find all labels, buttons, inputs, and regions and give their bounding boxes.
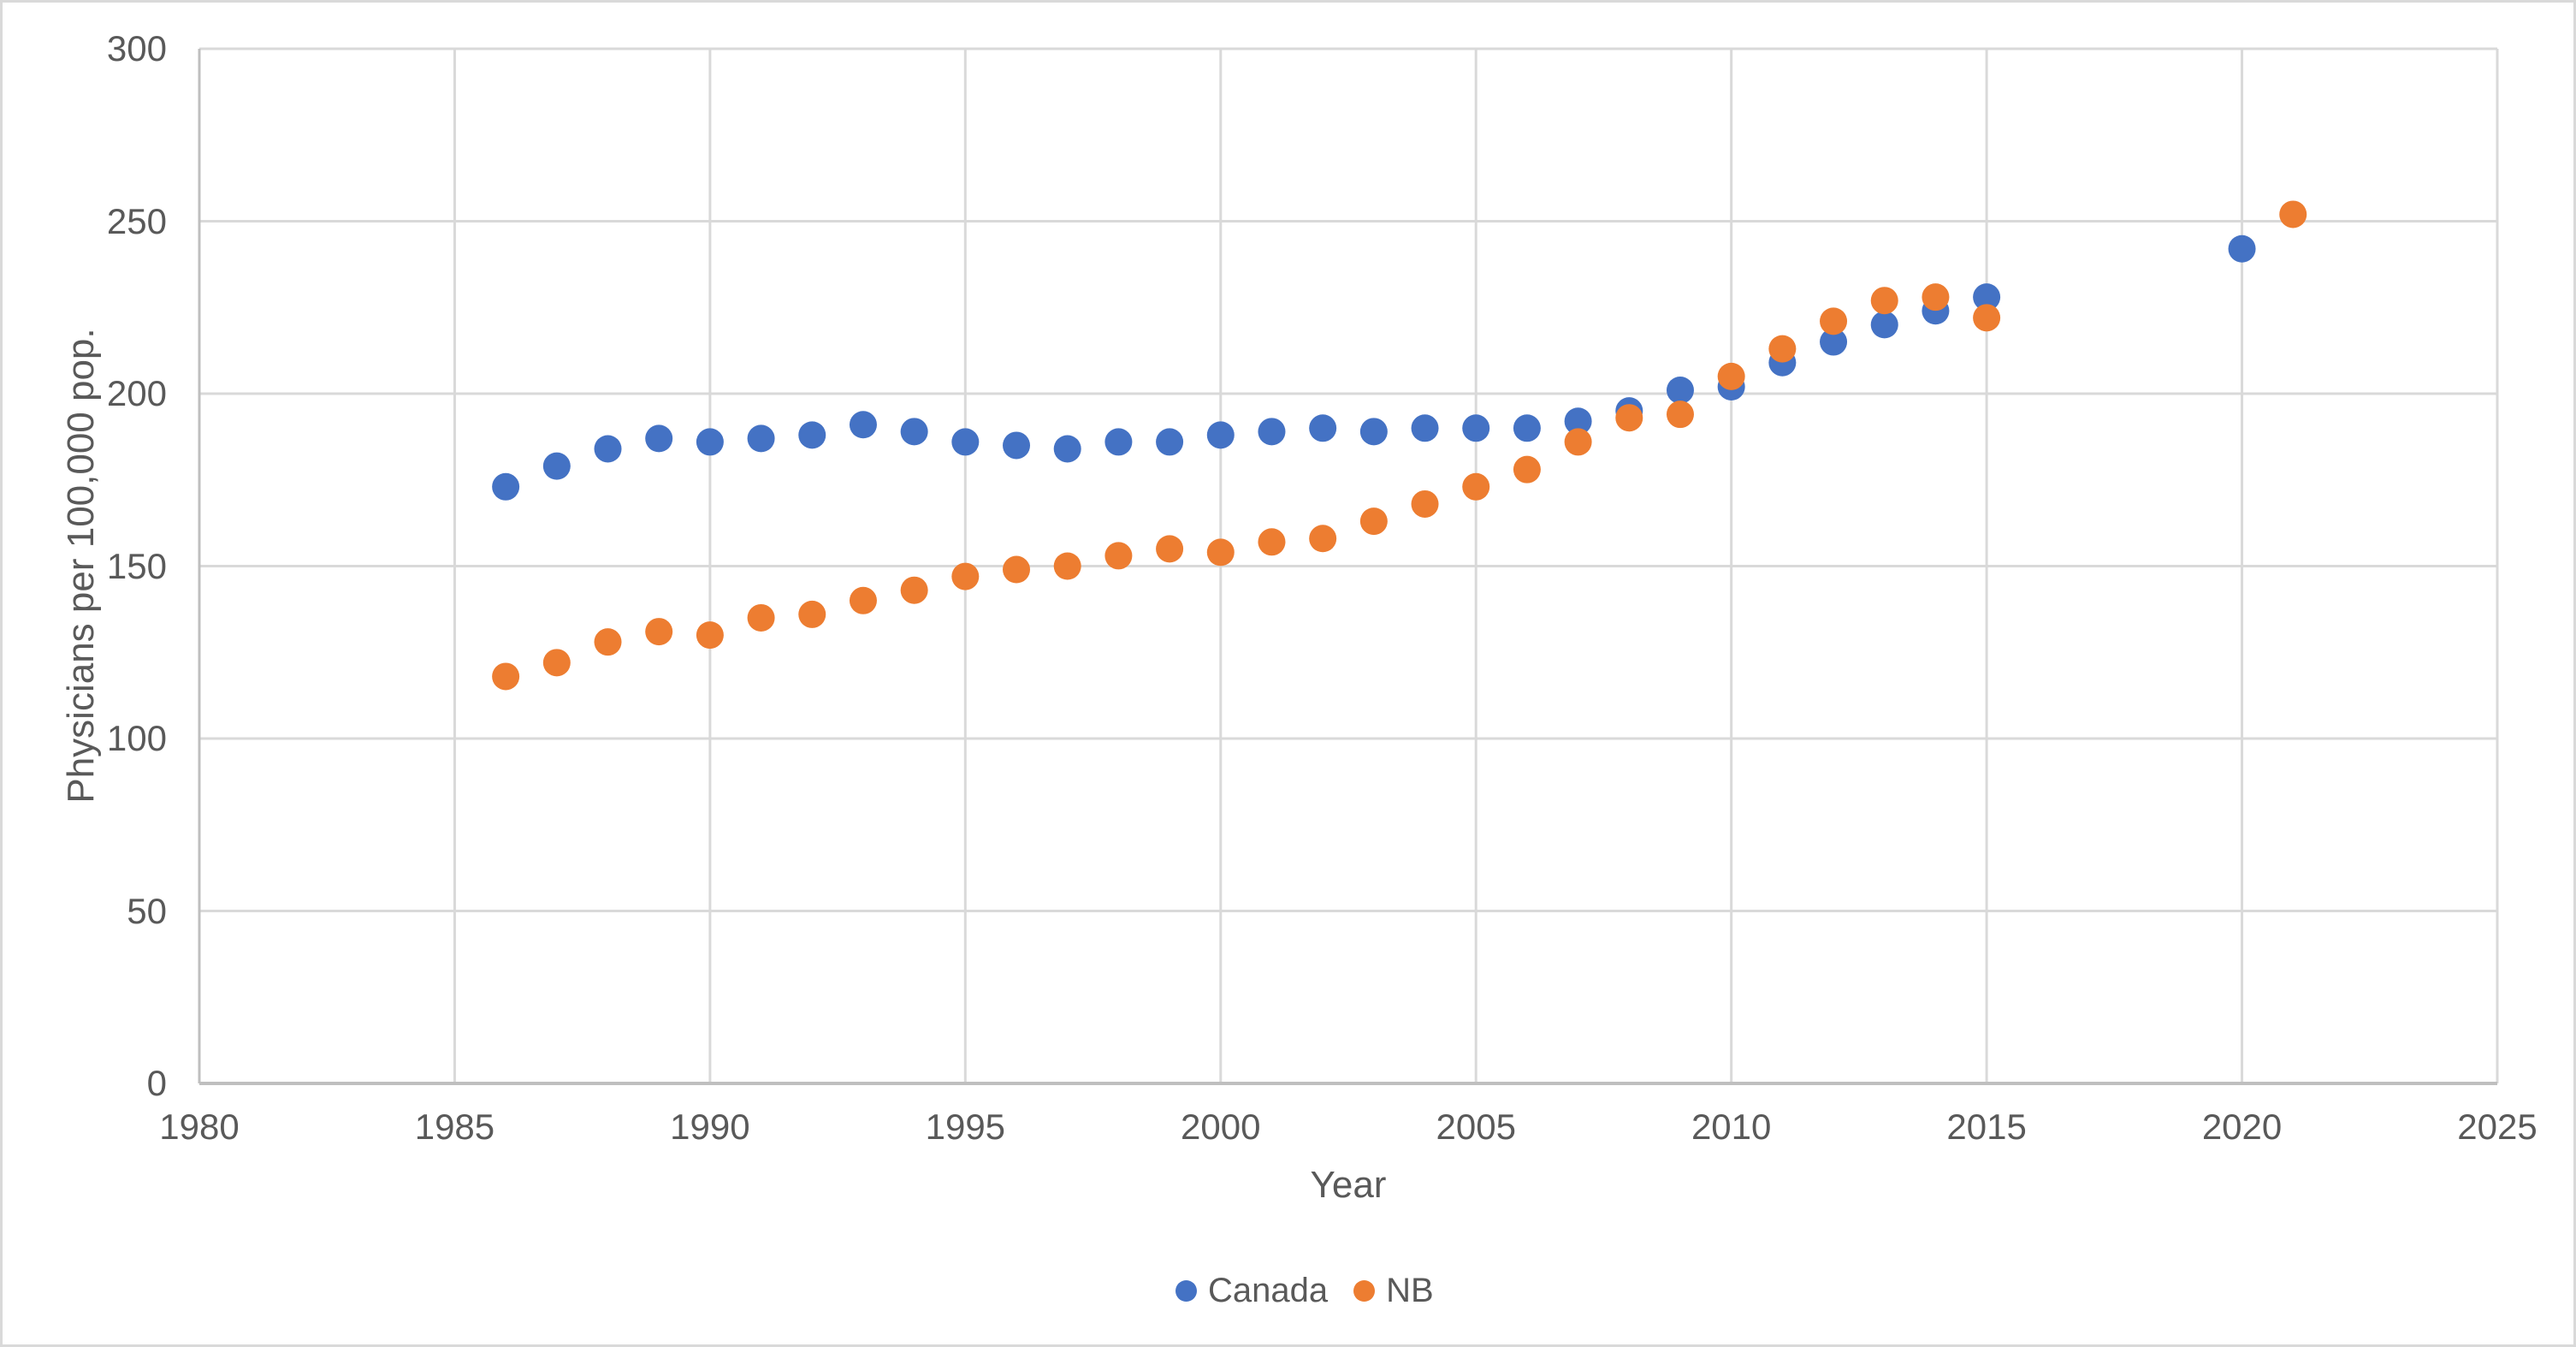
data-point-canada: [1206, 421, 1235, 449]
x-tick-label: 2015: [1946, 1107, 2027, 1147]
data-point-nb: [1820, 307, 1848, 335]
data-point-canada: [1870, 311, 1898, 339]
nb-marker-icon: [1353, 1279, 1376, 1302]
data-point-canada: [542, 452, 571, 480]
data-point-nb: [645, 618, 673, 646]
data-point-canada: [1309, 414, 1337, 442]
data-point-canada: [645, 424, 673, 453]
legend-item-nb: NB: [1353, 1272, 1434, 1309]
x-tick-label: 2020: [2201, 1107, 2283, 1147]
data-point-nb: [1003, 555, 1031, 584]
y-tick-label: 0: [146, 1063, 167, 1103]
data-point-canada: [1411, 414, 1439, 442]
data-point-nb: [1309, 525, 1337, 553]
data-point-canada: [1462, 414, 1490, 442]
scatter-plot-area: [198, 47, 2499, 1085]
data-point-nb: [696, 621, 724, 650]
y-tick-label: 150: [106, 545, 167, 586]
legend: Canada NB: [1175, 1272, 1434, 1309]
y-axis-title: Physicians per 100,000 pop.: [60, 328, 102, 804]
data-point-nb: [1615, 404, 1643, 432]
data-point-nb: [1513, 455, 1541, 484]
data-point-canada: [594, 435, 622, 463]
data-point-nb: [1922, 283, 1950, 312]
data-point-nb: [1717, 362, 1745, 390]
y-tick-label: 250: [106, 200, 167, 241]
data-point-canada: [849, 411, 877, 439]
data-point-canada: [1513, 414, 1541, 442]
x-tick-label: 1985: [414, 1107, 495, 1147]
x-tick-label: 1980: [159, 1107, 240, 1147]
data-point-nb: [2279, 200, 2307, 228]
data-point-canada: [798, 421, 826, 449]
data-point-nb: [747, 603, 775, 632]
data-point-nb: [542, 649, 571, 677]
data-point-canada: [696, 428, 724, 456]
x-tick-label: 1990: [670, 1107, 750, 1147]
data-point-canada: [1820, 328, 1848, 356]
data-point-nb: [1206, 538, 1235, 567]
data-point-nb: [1564, 428, 1592, 456]
data-point-canada: [1973, 283, 2001, 312]
data-point-canada: [1666, 376, 1694, 404]
data-point-canada: [1258, 418, 1286, 446]
data-point-nb: [798, 600, 826, 628]
data-point-nb: [492, 662, 520, 691]
x-tick-label: 2005: [1436, 1107, 1516, 1147]
legend-item-canada: Canada: [1175, 1272, 1328, 1309]
data-point-canada: [1104, 428, 1133, 456]
data-point-canada: [2228, 234, 2256, 263]
y-tick-label: 50: [127, 890, 167, 931]
x-tick-label: 2000: [1181, 1107, 1261, 1147]
legend-label-nb: NB: [1386, 1272, 1434, 1309]
data-point-canada: [747, 424, 775, 453]
data-point-canada: [1053, 435, 1081, 463]
legend-label-canada: Canada: [1208, 1272, 1329, 1309]
x-axis-title: Year: [1310, 1164, 1387, 1206]
data-point-nb: [1156, 535, 1184, 563]
data-point-nb: [1870, 287, 1898, 315]
data-point-nb: [594, 628, 622, 656]
data-point-nb: [1411, 490, 1439, 518]
data-point-nb: [1104, 542, 1133, 570]
y-tick-label: 200: [106, 373, 167, 413]
data-point-canada: [1359, 418, 1388, 446]
data-point-canada: [900, 418, 928, 446]
data-point-canada: [492, 472, 520, 501]
canada-marker-icon: [1175, 1279, 1197, 1302]
data-point-canada: [1564, 407, 1592, 436]
data-point-nb: [1666, 401, 1694, 429]
data-point-nb: [1359, 507, 1388, 536]
data-point-nb: [900, 576, 928, 604]
data-point-nb: [1973, 304, 2001, 332]
x-tick-label: 2010: [1691, 1107, 1772, 1147]
data-point-nb: [849, 586, 877, 614]
x-tick-label: 2025: [2457, 1107, 2538, 1147]
data-point-nb: [1768, 335, 1797, 363]
data-point-nb: [1258, 528, 1286, 556]
data-point-canada: [1156, 428, 1184, 456]
y-tick-label: 300: [106, 28, 167, 68]
data-point-nb: [951, 562, 980, 590]
data-point-nb: [1053, 552, 1081, 580]
x-tick-label: 1995: [925, 1107, 1006, 1147]
y-tick-label: 100: [106, 718, 167, 758]
data-point-canada: [1003, 431, 1031, 460]
data-point-nb: [1462, 472, 1490, 501]
data-point-canada: [951, 428, 980, 456]
